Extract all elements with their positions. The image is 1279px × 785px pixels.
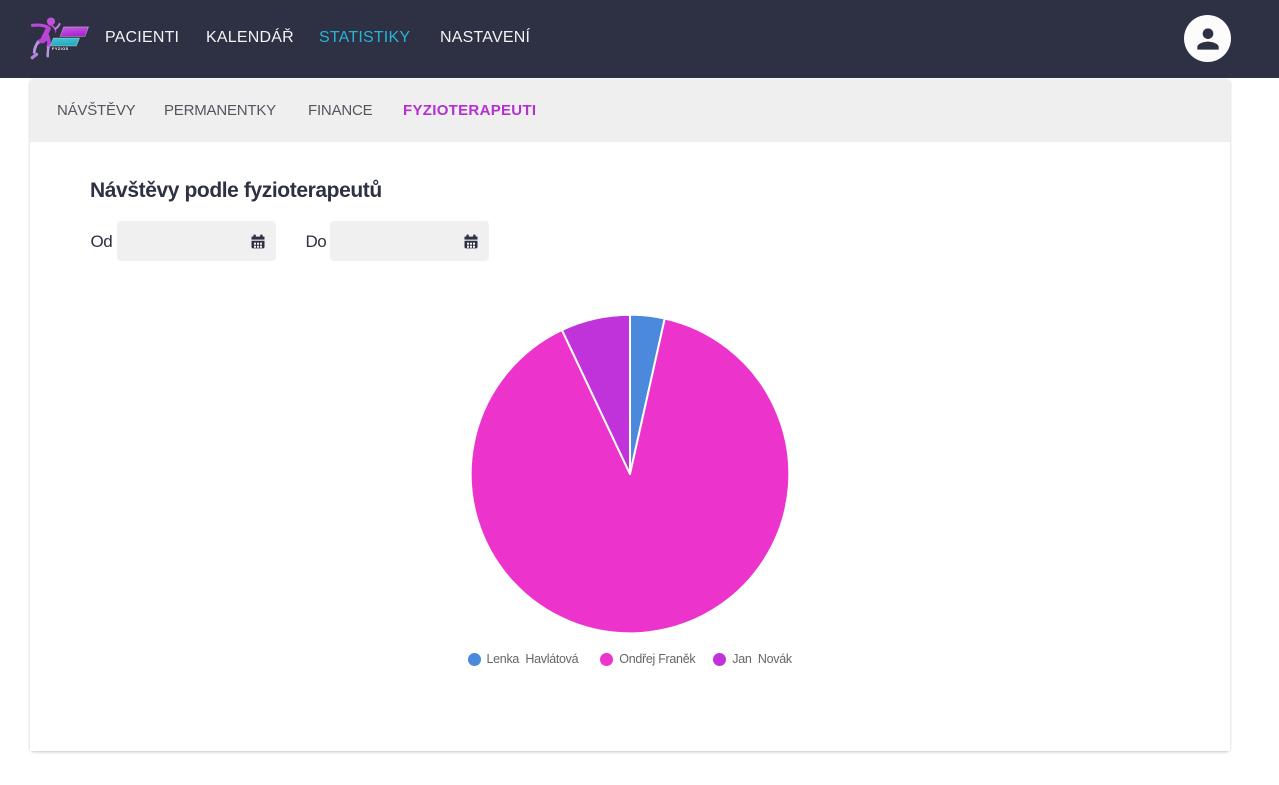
svg-text:FYZIOS: FYZIOS [52, 47, 69, 51]
